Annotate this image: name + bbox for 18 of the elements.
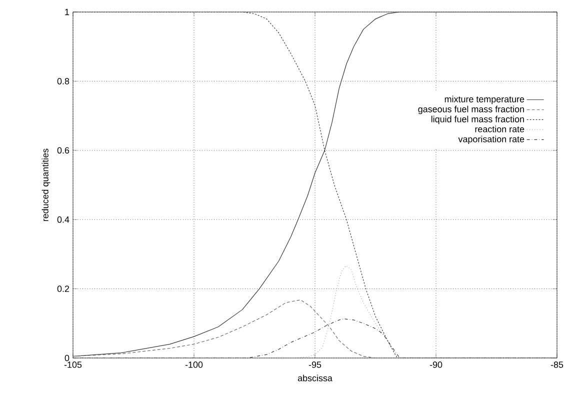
legend-label: gaseous fuel mass fraction [418, 106, 524, 114]
legend-label: liquid fuel mass fraction [431, 116, 524, 124]
x-tick-label: -100 [185, 362, 203, 368]
y-tick-label: 0.6 [57, 147, 70, 154]
y-tick-label: 0 [64, 354, 70, 362]
x-tick-label: -105 [64, 362, 82, 368]
y-tick-label: 0.8 [57, 78, 70, 84]
x-tick-label: -85 [550, 362, 564, 368]
y-tick-label: 1 [65, 8, 70, 16]
x-tick-label: -95 [308, 362, 322, 368]
x-axis-title: abscissa [298, 374, 332, 382]
x-tick-label: -90 [430, 362, 442, 368]
y-axis-title: reduced quantities [42, 148, 50, 222]
y-tick-label: 0.2 [57, 286, 70, 292]
legend-label: mixture temperature [444, 96, 524, 104]
legend-label: reaction rate [475, 126, 524, 132]
legend-label: vaporisation rate [458, 136, 524, 144]
y-tick-label: 0.4 [57, 216, 70, 223]
